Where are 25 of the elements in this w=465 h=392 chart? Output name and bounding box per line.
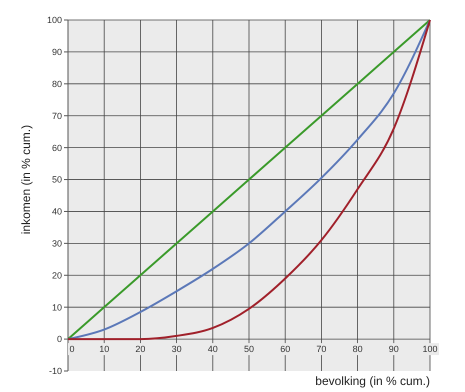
y-tick-label: 50 [52, 174, 62, 185]
x-tick-label: 70 [316, 344, 326, 354]
y-tick-label: 90 [52, 47, 62, 58]
x-tick-label: 0 [69, 344, 75, 354]
y-tick-label: 20 [52, 270, 62, 280]
x-tick-label: 10 [99, 344, 110, 354]
x-tick-label: 100 [422, 344, 438, 354]
x-axis-title: bevolking (in % cum.) [315, 374, 430, 388]
x-tick-label: 50 [244, 344, 254, 354]
x-tick-label: 40 [208, 344, 218, 354]
y-tick-label: 30 [52, 238, 62, 249]
y-tick-label: 100 [46, 15, 62, 26]
y-axis-title: inkomen (in % cum.) [19, 124, 33, 234]
y-tick-label: 80 [52, 78, 62, 89]
x-tick-label: 80 [352, 344, 363, 354]
y-tick-label: 40 [52, 206, 62, 217]
x-tick-label: 30 [172, 344, 182, 354]
x-tick-label: 20 [135, 344, 146, 354]
y-tick-label: -10 [48, 366, 62, 376]
x-tick-label: 60 [280, 344, 290, 354]
y-tick-label: 10 [52, 302, 62, 312]
y-tick-label: 60 [52, 142, 62, 153]
y-tick-label: 70 [52, 110, 62, 121]
y-tick-label: 0 [56, 334, 62, 344]
x-tick-label: 90 [388, 344, 399, 354]
